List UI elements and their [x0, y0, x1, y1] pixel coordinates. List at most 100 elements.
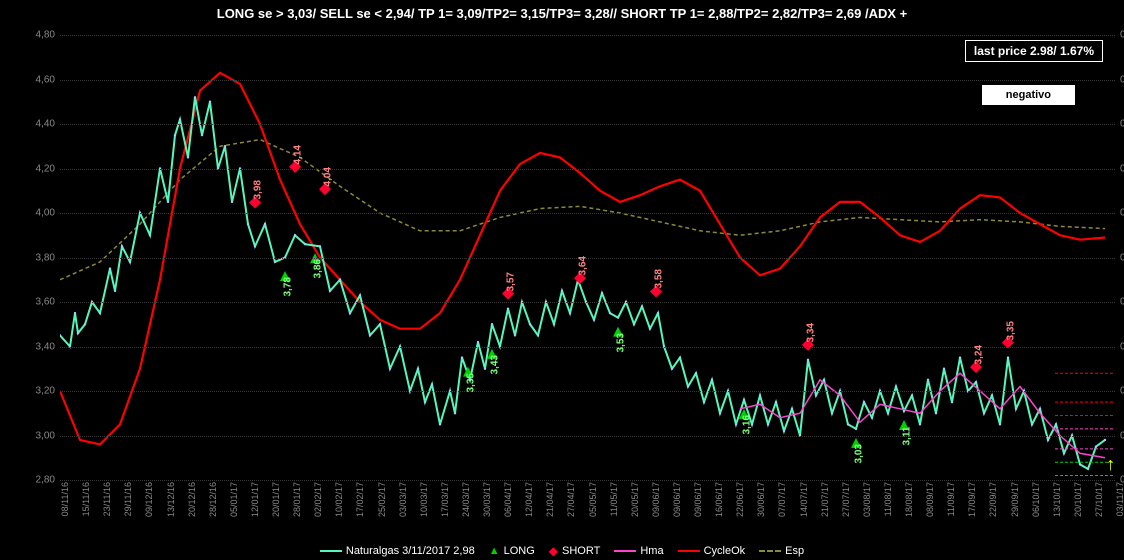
legend: Naturalgas 3/11/2017 2,98 ▲LONG ◆SHORT Hma C…: [0, 544, 1124, 558]
x-tick-label: 27/04/17: [566, 482, 576, 517]
x-tick-label: 03/03/17: [398, 482, 408, 517]
long-marker-label: 3,53: [616, 333, 627, 352]
legend-item: Hma: [614, 545, 663, 557]
x-tick-label: 09/12/16: [144, 482, 154, 517]
x-tick-label: 20/05/17: [630, 482, 640, 517]
chart-area: last price 2.98/ 1.67% negativo 2,803,00…: [30, 30, 1115, 520]
x-tick-label: 22/09/17: [988, 482, 998, 517]
x-tick-label: 09/06/17: [672, 482, 682, 517]
x-tick-label: 25/02/17: [377, 482, 387, 517]
x-tick-label: 11/08/17: [883, 482, 893, 516]
x-tick-label: 18/08/17: [904, 482, 914, 517]
x-tick-label: 21/04/17: [545, 482, 555, 517]
x-tick-label: 06/10/17: [1031, 482, 1041, 517]
long-marker-label: 3,43: [490, 355, 501, 374]
y-tick-label-right: 0: [1120, 74, 1124, 85]
y-tick-label: 3,20: [25, 386, 55, 397]
long-marker-label: 3,86: [313, 259, 324, 278]
x-tick-label: 07/07/17: [777, 482, 787, 517]
x-tick-label: 24/03/17: [461, 482, 471, 517]
x-tick-label: 02/02/17: [313, 482, 323, 517]
long-marker-label: 3,16: [742, 415, 753, 434]
x-tick-label: 09/06/17: [693, 482, 703, 517]
x-tick-label: 12/04/17: [524, 482, 534, 517]
y-tick-label-right: 0: [1120, 252, 1124, 263]
arrow-icon: ↑: [1106, 454, 1115, 475]
short-marker-label: 3,58: [654, 269, 665, 288]
negativo-box: negativo: [982, 85, 1075, 105]
x-tick-label: 22/06/17: [735, 482, 745, 517]
x-tick-label: 05/05/17: [588, 482, 598, 517]
chart-page: LONG se > 3,03/ SELL se < 2,94/ TP 1= 3,…: [0, 0, 1124, 560]
legend-item: CycleOk: [678, 545, 746, 557]
x-tick-label: 30/06/17: [756, 482, 766, 517]
x-tick-label: 10/02/17: [334, 482, 344, 517]
x-tick-label: 30/03/17: [482, 482, 492, 517]
long-marker-label: 3,11: [902, 427, 913, 446]
short-marker-label: 4,04: [323, 167, 334, 186]
y-tick-label-right: 0: [1120, 297, 1124, 308]
x-tick-label: 28/12/16: [208, 482, 218, 517]
y-tick-label-right: 0: [1120, 341, 1124, 352]
x-tick-label: 03/08/17: [862, 482, 872, 517]
x-tick-label: 11/05/17: [609, 482, 619, 516]
y-tick-label: 3,00: [25, 430, 55, 441]
y-tick-label: 3,40: [25, 341, 55, 352]
x-tick-label: 09/06/17: [651, 482, 661, 517]
y-tick-label: 3,80: [25, 252, 55, 263]
y-tick-label: 4,00: [25, 208, 55, 219]
x-tick-label: 05/01/17: [229, 482, 239, 517]
last-price-box: last price 2.98/ 1.67%: [965, 40, 1103, 62]
y-tick-label: 4,20: [25, 163, 55, 174]
x-tick-label: 29/09/17: [1010, 482, 1020, 517]
y-tick-label: 3,60: [25, 297, 55, 308]
short-marker-label: 3,35: [1006, 321, 1017, 340]
short-marker-label: 3,64: [578, 256, 589, 275]
short-marker-label: 3,98: [253, 180, 264, 199]
short-marker-label: 3,57: [506, 272, 517, 291]
x-tick-label: 27/07/17: [841, 482, 851, 517]
x-tick-label: 08/09/17: [925, 482, 935, 517]
x-tick-label: 06/04/17: [503, 482, 513, 517]
x-tick-label: 17/09/17: [967, 482, 977, 517]
short-marker-label: 3,34: [806, 323, 817, 342]
y-tick-label: 2,80: [25, 475, 55, 486]
y-tick-label-right: 0: [1120, 163, 1124, 174]
x-tick-label: 29/11/16: [123, 482, 133, 516]
x-tick-label: 21/07/17: [820, 482, 830, 517]
x-tick-label: 08/11/16: [60, 482, 70, 516]
x-tick-label: 03/11/17: [1115, 482, 1124, 516]
y-tick-label-right: 0: [1120, 30, 1124, 41]
x-tick-label: 10/03/17: [419, 482, 429, 517]
y-tick-label-right: 0: [1120, 119, 1124, 130]
y-tick-label: 4,60: [25, 74, 55, 85]
y-tick-label: 4,40: [25, 119, 55, 130]
y-tick-label-right: 0: [1120, 430, 1124, 441]
x-tick-label: 13/12/16: [166, 482, 176, 517]
y-tick-label-right: 0: [1120, 386, 1124, 397]
x-tick-label: 27/10/17: [1094, 482, 1104, 517]
x-tick-label: 14/07/17: [799, 482, 809, 517]
y-tick-label: 4,80: [25, 30, 55, 41]
x-tick-label: 20/01/17: [271, 482, 281, 517]
legend-item: Esp: [759, 545, 804, 557]
x-tick-label: 17/03/17: [440, 482, 450, 517]
legend-item: ◆SHORT: [549, 544, 601, 558]
x-tick-label: 16/06/17: [714, 482, 724, 517]
chart-title: LONG se > 3,03/ SELL se < 2,94/ TP 1= 3,…: [0, 6, 1124, 21]
x-tick-label: 12/01/17: [250, 482, 260, 517]
short-marker-label: 4,14: [293, 145, 304, 164]
long-marker-label: 3,03: [854, 444, 865, 463]
long-marker-label: 3,35: [466, 373, 477, 392]
short-marker-label: 3,24: [974, 345, 985, 364]
x-tick-label: 11/09/17: [946, 482, 956, 516]
legend-item: ▲LONG: [489, 545, 535, 557]
x-tick-label: 20/12/16: [187, 482, 197, 517]
x-tick-label: 28/01/17: [292, 482, 302, 517]
long-marker-label: 3,78: [283, 277, 294, 296]
legend-item: Naturalgas 3/11/2017 2,98: [320, 545, 475, 557]
x-tick-label: 23/11/16: [102, 482, 112, 516]
y-tick-label-right: 0: [1120, 208, 1124, 219]
x-tick-label: 15/11/16: [81, 482, 91, 516]
x-tick-label: 17/02/17: [355, 482, 365, 517]
